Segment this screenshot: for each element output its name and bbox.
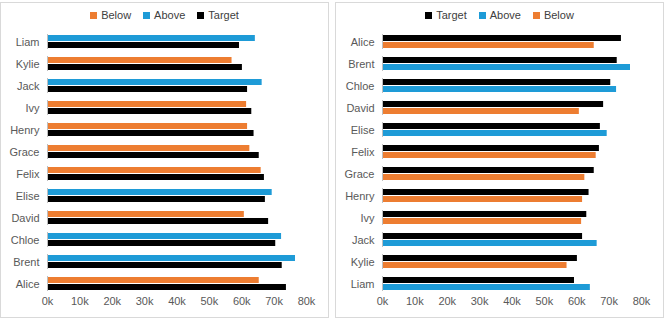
html-text:Above: Above	[489, 9, 521, 21]
svg-text:Felix: Felix	[16, 168, 40, 180]
html-text:Below: Below	[101, 9, 132, 21]
svg-text:60k: 60k	[568, 295, 586, 307]
svg-text:David: David	[11, 212, 39, 224]
svg-text:Ivy: Ivy	[25, 102, 40, 114]
svg-text:70k: 70k	[265, 295, 283, 307]
svg-text:David: David	[346, 102, 374, 114]
svg-text:60k: 60k	[233, 295, 251, 307]
svg-text:Henry: Henry	[345, 190, 375, 202]
html-text:Below: Below	[543, 9, 574, 21]
svg-text:40k: 40k	[168, 295, 186, 307]
svg-text:30k: 30k	[136, 295, 154, 307]
svg-text:Jack: Jack	[17, 80, 40, 92]
html-text:Above: Above	[154, 9, 186, 21]
html-text:Target: Target	[436, 9, 467, 21]
svg-text:20k: 20k	[103, 295, 121, 307]
svg-text:Elise: Elise	[351, 124, 375, 136]
svg-text:Elise: Elise	[16, 190, 40, 202]
svg-text:80k: 80k	[298, 295, 316, 307]
svg-text:70k: 70k	[600, 295, 618, 307]
svg-text:Grace: Grace	[10, 146, 40, 158]
svg-text:10k: 10k	[71, 295, 89, 307]
svg-text:40k: 40k	[503, 295, 521, 307]
svg-text:Brent: Brent	[348, 58, 374, 70]
html-text:Target: Target	[208, 9, 239, 21]
svg-text:Kylie: Kylie	[351, 256, 375, 268]
svg-text:Ivy: Ivy	[360, 212, 375, 224]
svg-text:Brent: Brent	[13, 256, 39, 268]
svg-text:Felix: Felix	[351, 146, 375, 158]
svg-text:Alice: Alice	[351, 36, 375, 48]
svg-text:30k: 30k	[471, 295, 489, 307]
svg-text:0k: 0k	[377, 295, 389, 307]
svg-text:0k: 0k	[42, 295, 54, 307]
svg-text:20k: 20k	[438, 295, 456, 307]
svg-text:Liam: Liam	[351, 278, 375, 290]
svg-text:Liam: Liam	[16, 36, 40, 48]
svg-text:Kylie: Kylie	[16, 58, 40, 70]
svg-text:Chloe: Chloe	[346, 80, 375, 92]
svg-text:10k: 10k	[406, 295, 424, 307]
svg-text:80k: 80k	[633, 295, 651, 307]
svg-text:Jack: Jack	[352, 234, 375, 246]
svg-text:50k: 50k	[536, 295, 554, 307]
svg-text:Alice: Alice	[16, 278, 40, 290]
svg-text:Chloe: Chloe	[11, 234, 40, 246]
svg-text:Henry: Henry	[10, 124, 40, 136]
svg-text:50k: 50k	[201, 295, 219, 307]
svg-text:Grace: Grace	[345, 168, 375, 180]
